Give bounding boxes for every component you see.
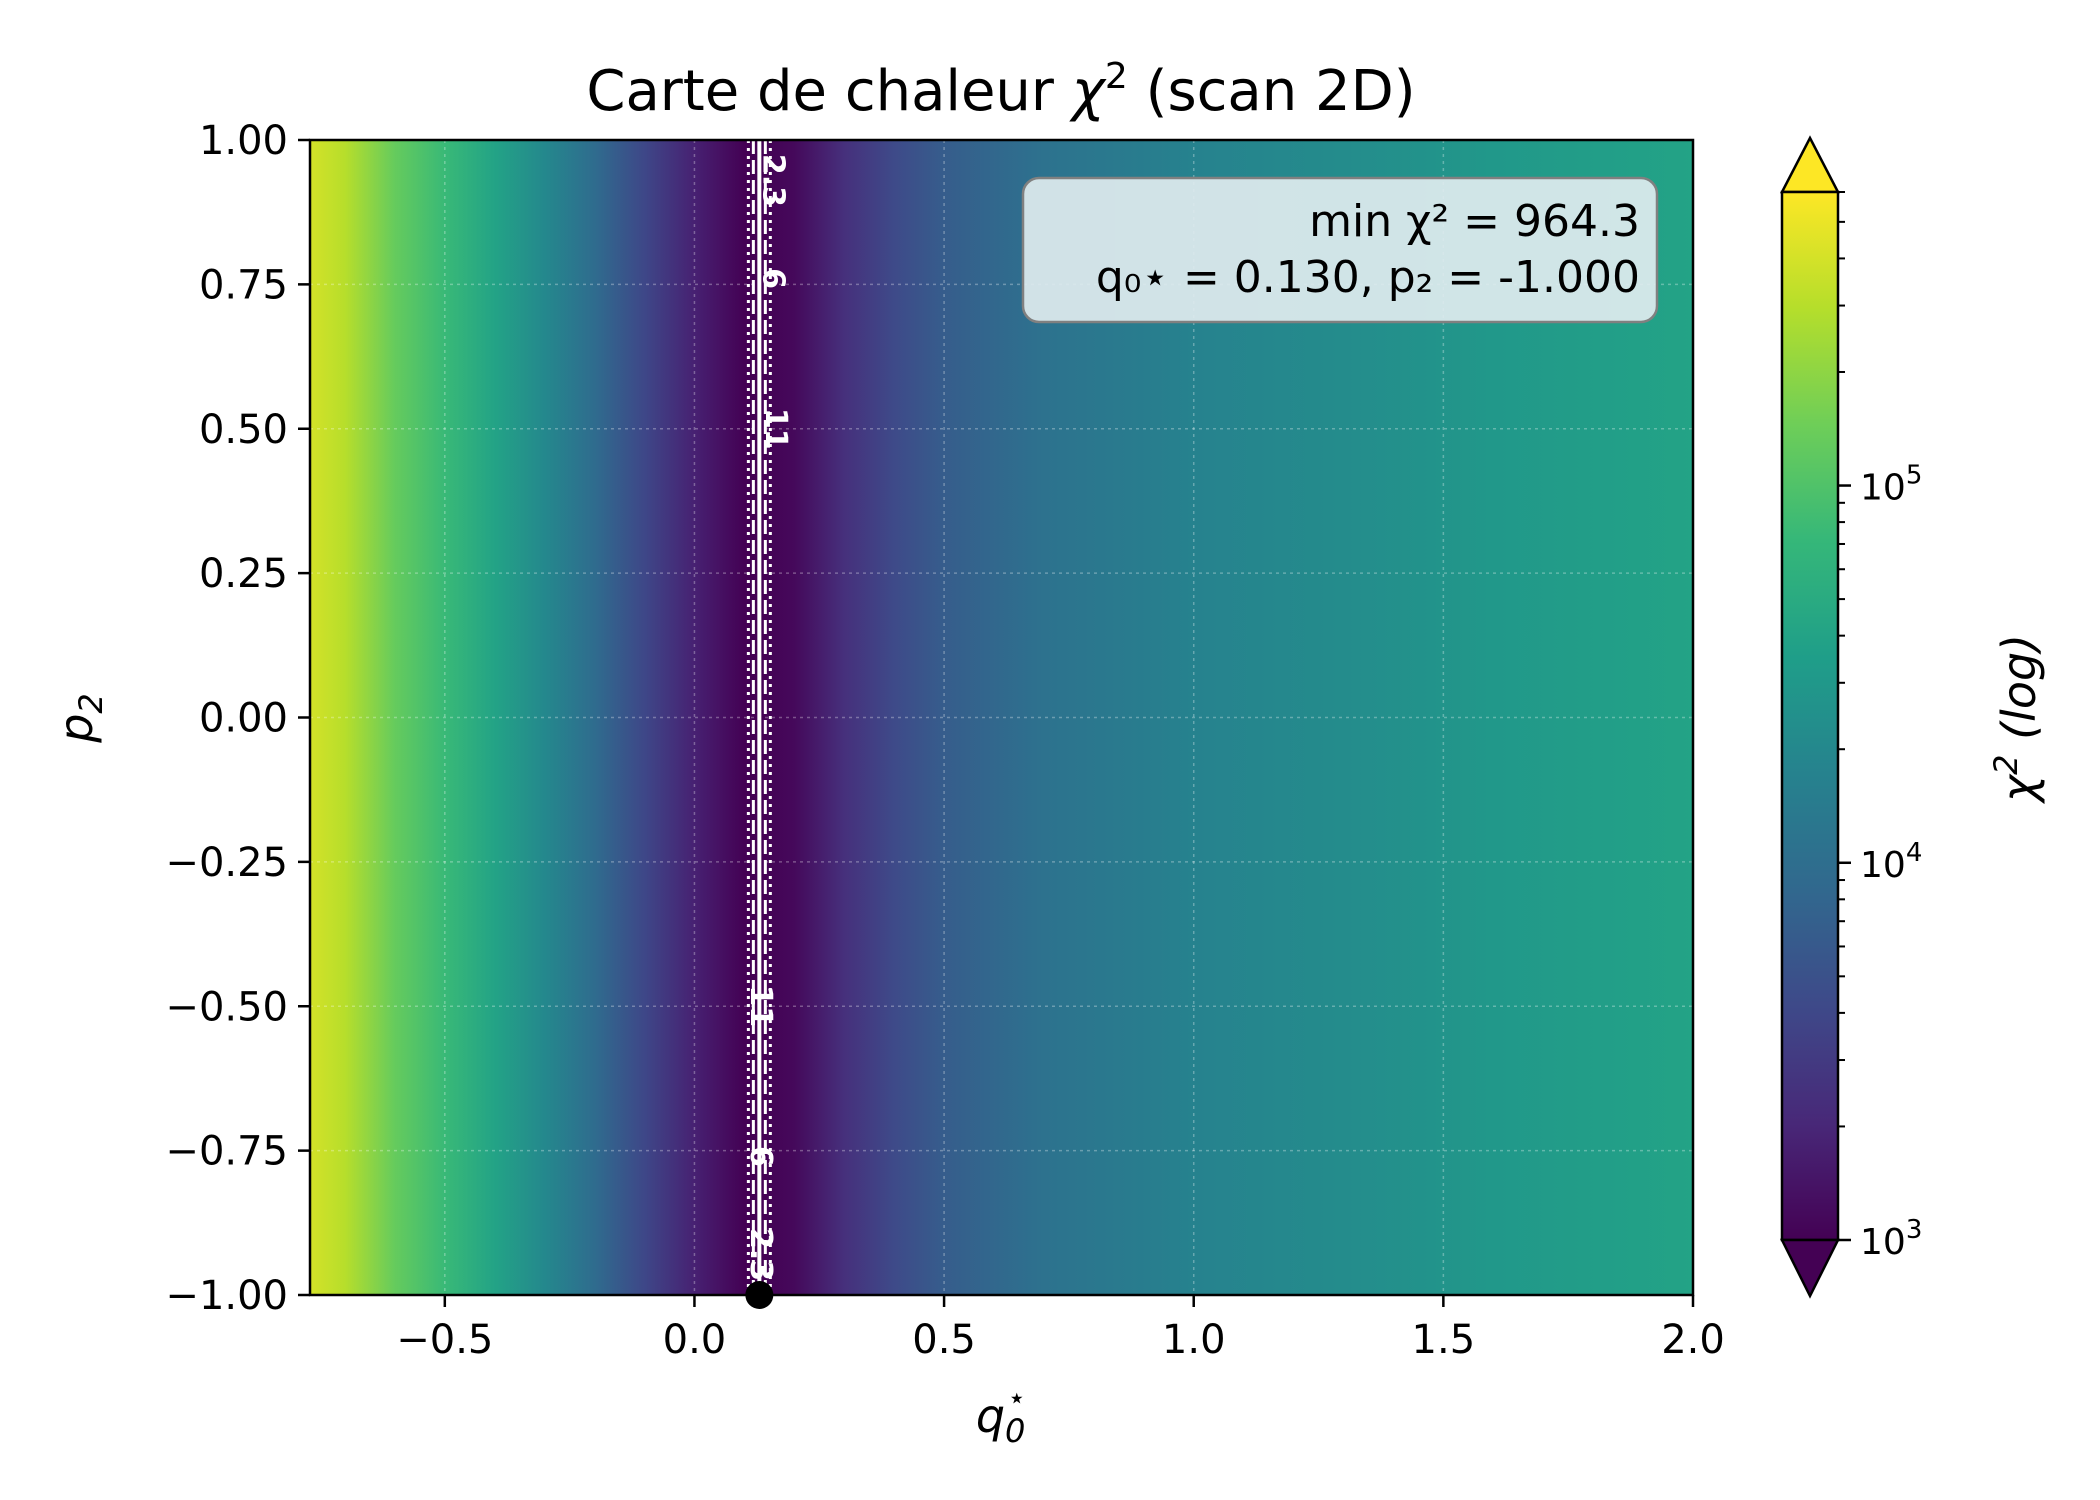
colorbar-tick-label: 103: [1860, 1215, 1922, 1263]
y-tick: 1.00: [199, 118, 310, 164]
x-tick-label: 0.0: [663, 1317, 727, 1363]
contour-lines: [746, 140, 772, 1295]
y-tick: −1.00: [165, 1273, 310, 1319]
y-tick: 0.50: [199, 407, 310, 453]
colorbar-major-tick: 103: [1838, 1215, 1922, 1263]
y-tick: 0.75: [199, 262, 310, 308]
x-tick: 0.5: [912, 1295, 976, 1363]
x-tick: 1.0: [1162, 1295, 1226, 1363]
colorbar: 103 104 105 χ2 (log): [1779, 135, 2046, 1299]
y-tick: −0.75: [165, 1129, 310, 1175]
y-tick-label: 1.00: [199, 118, 288, 164]
contour-label: 6: [743, 1146, 778, 1167]
x-axis-label: q0⋆: [976, 1381, 1026, 1450]
contour-label: 2.3: [755, 154, 790, 207]
y-tick-label: −1.00: [165, 1273, 288, 1319]
x-tick: 1.5: [1412, 1295, 1476, 1363]
x-tick-label: 1.5: [1412, 1317, 1476, 1363]
y-tick: 0.25: [199, 551, 310, 597]
colorbar-body: [1780, 190, 1840, 1242]
annotation-line-2: q₀⋆ = 0.130, p₂ = -1.000: [1096, 252, 1640, 303]
annotation-line-1: min χ² = 964.3: [1309, 196, 1640, 247]
x-tick: 2.0: [1661, 1295, 1725, 1363]
contour-labels: 2.3 6 11 11 6 2.3: [743, 154, 793, 1281]
x-tick: −0.5: [396, 1295, 493, 1363]
y-tick-label: −0.25: [165, 840, 288, 886]
x-tick-label: 0.5: [912, 1317, 976, 1363]
contour-label: 6: [755, 268, 790, 289]
colorbar-major-tick: 105: [1838, 461, 1922, 509]
y-tick-label: 0.25: [199, 551, 288, 597]
colorbar-extend-top: [1779, 135, 1841, 194]
colorbar-major-tick: 104: [1838, 838, 1922, 886]
colorbar-label: χ2 (log): [1987, 634, 2046, 805]
min-annotation-box: min χ² = 964.3 q₀⋆ = 0.130, p₂ = -1.000: [1021, 176, 1659, 324]
x-tick: 0.0: [663, 1295, 727, 1363]
y-axis-ticks: 1.00 0.75 0.50 0.25 0.00 −0.25 −0.50 −0.75 −1.00: [165, 118, 310, 1319]
y-tick-label: 0.50: [199, 407, 288, 453]
contour-label: 11: [743, 985, 778, 1027]
colorbar-ticks: 103 104 105: [1838, 191, 1922, 1263]
heatmap-area: 2.3 6 11 11 6 2.3: [308, 138, 1695, 1309]
contour-label: 11: [758, 408, 793, 450]
colorbar-tick-label: 104: [1860, 838, 1922, 886]
colorbar-extend-bottom: [1779, 1238, 1841, 1299]
chart-title: Carte de chaleur χ2 (scan 2D): [586, 56, 1415, 124]
y-axis-label: p2: [49, 693, 110, 744]
x-tick-label: 1.0: [1162, 1317, 1226, 1363]
y-tick: −0.25: [165, 840, 310, 886]
y-tick: −0.50: [165, 984, 310, 1030]
y-tick-label: −0.75: [165, 1129, 288, 1175]
colorbar-tick-label: 105: [1860, 461, 1922, 509]
x-tick-label: 2.0: [1661, 1317, 1725, 1363]
heatmap-image: [310, 140, 1693, 1295]
y-tick-label: 0.75: [199, 262, 288, 308]
y-tick: 0.00: [199, 696, 310, 742]
contour-label: 2.3: [743, 1228, 778, 1281]
y-tick-label: 0.00: [199, 696, 288, 742]
x-axis-ticks: −0.5 0.0 0.5 1.0 1.5 2.0: [396, 1295, 1725, 1363]
x-tick-label: −0.5: [396, 1317, 493, 1363]
y-tick-label: −0.50: [165, 984, 288, 1030]
